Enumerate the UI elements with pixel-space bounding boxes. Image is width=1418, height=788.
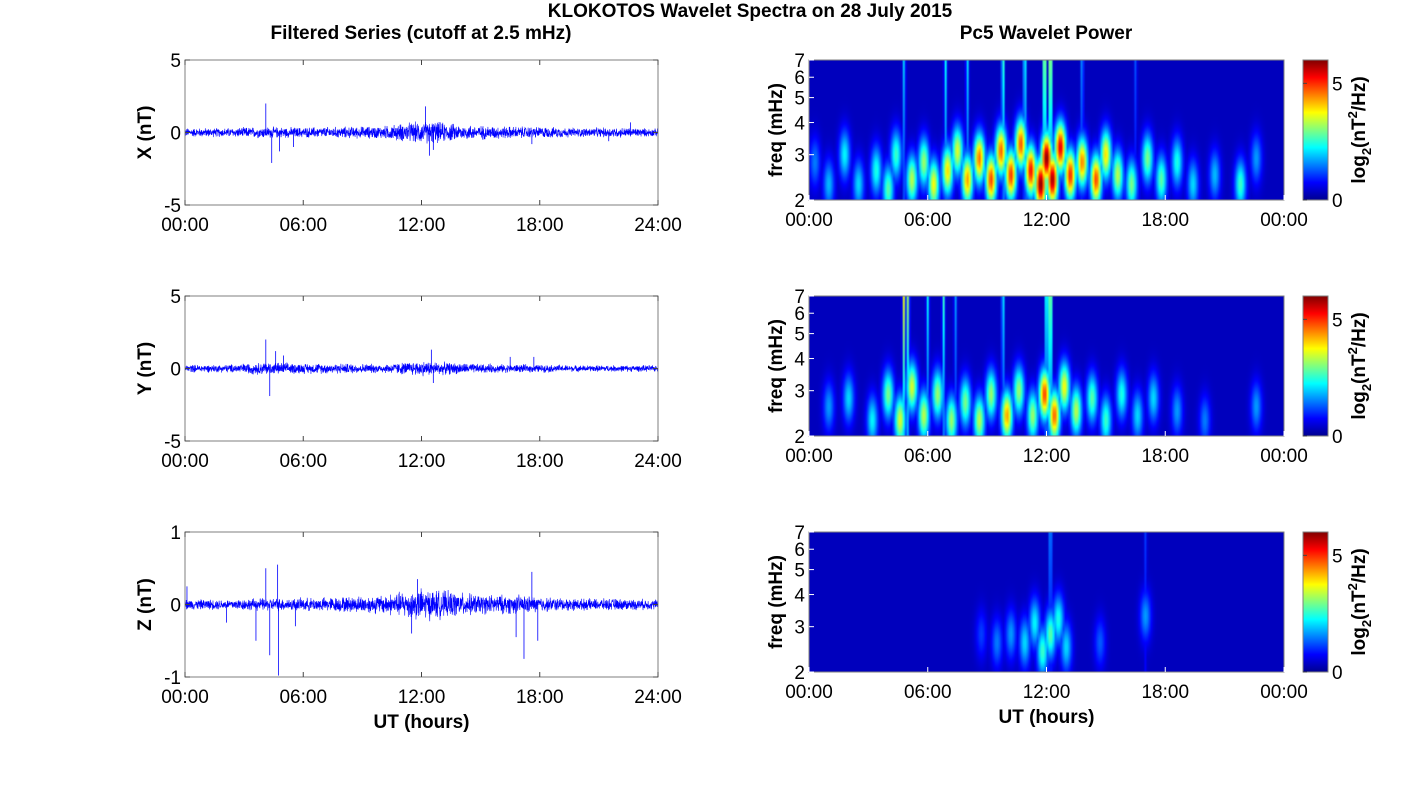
- x-axis-label: UT (hours): [373, 712, 469, 733]
- x-tick-label: 06:00: [904, 210, 952, 231]
- left-column-title: Filtered Series (cutoff at 2.5 mHz): [271, 23, 572, 44]
- x-tick-label: 18:00: [1141, 446, 1189, 467]
- timeseries-panel-2: -1 0 1 00:00 06:00 12:00 18:00 24:00 Z (nT) UT (h…: [135, 523, 682, 733]
- colorbar-label: log2(nT2/Hz): [1345, 76, 1374, 183]
- y-tick-label: 3: [794, 618, 805, 639]
- x-tick-label: 06:00: [279, 215, 327, 236]
- y-tick-label: 2: [794, 191, 805, 212]
- x-tick-label: 00:00: [1260, 682, 1308, 703]
- series-line: [184, 588, 659, 622]
- right-column-title: Pc5 Wavelet Power: [960, 23, 1133, 44]
- x-tick-label: 18:00: [1141, 210, 1189, 231]
- x-tick-label: 12:00: [398, 451, 446, 472]
- y-tick-label: -1: [164, 668, 181, 689]
- x-tick-label: 18:00: [516, 451, 564, 472]
- x-tick-label: 12:00: [1023, 682, 1071, 703]
- y-tick-label: 3: [794, 382, 805, 403]
- x-tick-label: 24:00: [634, 451, 682, 472]
- series-line: [184, 361, 659, 377]
- y-axis-label: freq (mHz): [766, 319, 787, 413]
- x-tick-label: 00:00: [161, 687, 209, 708]
- y-tick-label: 2: [794, 427, 805, 448]
- y-tick-label: 5: [794, 325, 805, 346]
- figure-title: KLOKOTOS Wavelet Spectra on 28 July 2015: [548, 1, 953, 22]
- y-tick-label: 5: [170, 51, 181, 72]
- y-axis-label: Z (nT): [135, 578, 156, 631]
- colorbar-gradient: [1302, 295, 1329, 437]
- y-tick-label: 3: [794, 146, 805, 167]
- x-tick-label: 00:00: [785, 446, 833, 467]
- y-tick-label: 5: [794, 561, 805, 582]
- x-tick-label: 00:00: [785, 682, 833, 703]
- y-tick-label: -5: [164, 196, 181, 217]
- x-tick-label: 12:00: [398, 215, 446, 236]
- x-tick-label: 06:00: [279, 451, 327, 472]
- colorbar-tick-label: 0: [1332, 663, 1343, 684]
- colorbar-label: log2(nT2/Hz): [1345, 312, 1374, 419]
- x-axis-label: UT (hours): [998, 707, 1094, 728]
- y-tick-label: 4: [794, 350, 805, 371]
- x-tick-label: 00:00: [1260, 446, 1308, 467]
- y-tick-label: -5: [164, 432, 181, 453]
- x-tick-label: 12:00: [398, 687, 446, 708]
- spectrogram-image: [809, 296, 1284, 436]
- x-tick-label: 06:00: [279, 687, 327, 708]
- x-tick-label: 24:00: [634, 687, 682, 708]
- colorbar-tick-label: 5: [1332, 74, 1343, 95]
- x-tick-label: 00:00: [1260, 210, 1308, 231]
- y-axis-label: Y (nT): [135, 342, 156, 395]
- colorbar-tick-label: 0: [1332, 427, 1343, 448]
- y-tick-label: 0: [170, 360, 181, 381]
- x-tick-label: 00:00: [161, 451, 209, 472]
- colorbar-label: log2(nT2/Hz): [1345, 548, 1374, 655]
- spectrogram-image: [809, 532, 1284, 672]
- y-tick-label: 2: [794, 663, 805, 684]
- y-tick-label: 1: [170, 523, 181, 544]
- colorbar-gradient: [1302, 531, 1329, 673]
- timeseries-panel-0: -5 0 5 00:00 06:00 12:00 18:00 24:00 X (nT): [135, 51, 682, 236]
- x-tick-label: 00:00: [785, 210, 833, 231]
- y-tick-label: 6: [794, 304, 805, 325]
- x-tick-label: 18:00: [516, 687, 564, 708]
- series-line: [184, 121, 659, 144]
- y-tick-label: 7: [794, 51, 805, 72]
- y-tick-label: 0: [170, 124, 181, 145]
- y-axis-label: freq (mHz): [766, 555, 787, 649]
- y-tick-label: 4: [794, 586, 805, 607]
- y-axis-label: X (nT): [135, 106, 156, 160]
- x-tick-label: 12:00: [1023, 446, 1071, 467]
- x-tick-label: 06:00: [904, 682, 952, 703]
- y-tick-label: 7: [794, 287, 805, 308]
- timeseries-panel-1: -5 0 5 00:00 06:00 12:00 18:00 24:00 Y (nT): [135, 287, 682, 472]
- x-tick-label: 18:00: [516, 215, 564, 236]
- y-tick-label: 7: [794, 523, 805, 544]
- y-tick-label: 6: [794, 68, 805, 89]
- colorbar-gradient: [1302, 59, 1329, 201]
- x-tick-label: 12:00: [1023, 210, 1071, 231]
- y-axis-label: freq (mHz): [766, 83, 787, 177]
- x-tick-label: 00:00: [161, 215, 209, 236]
- colorbar-tick-label: 5: [1332, 310, 1343, 331]
- y-tick-label: 5: [794, 89, 805, 110]
- x-tick-label: 18:00: [1141, 682, 1189, 703]
- colorbar-tick-label: 0: [1332, 191, 1343, 212]
- y-tick-label: 5: [170, 287, 181, 308]
- colorbar-tick-label: 5: [1332, 546, 1343, 567]
- x-tick-label: 24:00: [634, 215, 682, 236]
- y-tick-label: 4: [794, 114, 805, 135]
- spectrogram-image: [809, 60, 1284, 200]
- y-tick-label: 0: [170, 596, 181, 617]
- y-tick-label: 6: [794, 540, 805, 561]
- x-tick-label: 06:00: [904, 446, 952, 467]
